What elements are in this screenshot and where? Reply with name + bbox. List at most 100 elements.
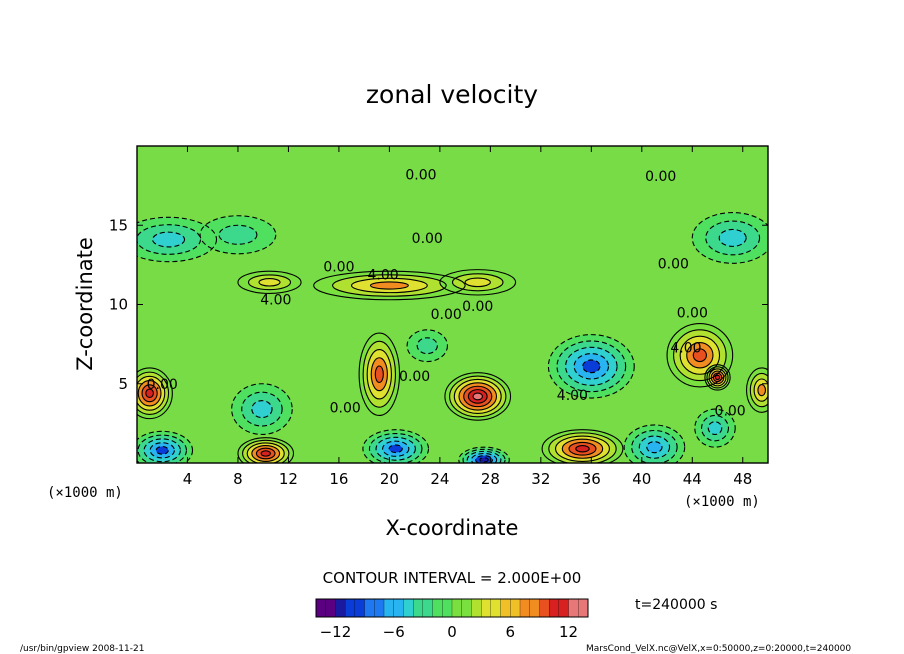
velocity-level [646, 441, 662, 453]
contour-line [582, 359, 601, 374]
contour-line [479, 457, 489, 463]
velocity-feature [439, 269, 516, 295]
colorbar-cell [548, 598, 560, 618]
colorbar-cell [558, 598, 570, 618]
colorbar-cell [529, 598, 540, 618]
velocity-field [137, 212, 768, 463]
contour-line [561, 438, 604, 459]
velocity-feature [407, 329, 448, 362]
colorbar-tick-label: 12 [559, 623, 578, 641]
y-axis-label: Z-coordinate [73, 237, 97, 371]
contour-value-label: 0.00 [405, 168, 436, 184]
x-tick-label: 16 [329, 470, 348, 488]
colorbar-cell [568, 598, 579, 618]
x-axis-label: X-coordinate [386, 516, 519, 540]
contour-line [406, 329, 449, 363]
contour-line [541, 429, 624, 463]
contour-line [137, 380, 162, 407]
x-tick-label: 40 [632, 470, 651, 488]
contour-line [464, 277, 491, 288]
contour-line [686, 341, 714, 369]
contour-line [260, 450, 271, 457]
contour-line [258, 278, 281, 287]
colorbar-cell [451, 598, 463, 618]
y-axis: 5 10 15 [109, 216, 768, 393]
colorbar-frame [315, 598, 589, 618]
velocity-feature [359, 333, 400, 416]
footer-left: /usr/bin/gpview 2008-11-21 [20, 644, 144, 654]
contour-labels: 0.00 0.000.000.000.00 4.004.000.00 0.00 0.00… [147, 168, 746, 420]
velocity-level [219, 225, 257, 245]
colorbar-tick-label: 0 [447, 623, 457, 641]
contour-line [382, 440, 410, 457]
contour-line [575, 445, 590, 453]
contour-line [241, 391, 283, 427]
colorbar-cell [519, 598, 531, 618]
contour-line [237, 270, 302, 294]
x-tick-label: 32 [531, 470, 550, 488]
contour-value-label: 0.00 [431, 307, 462, 323]
colorbar-ticks: −12 −6 0 6 12 [320, 623, 579, 641]
contour-line [451, 273, 504, 292]
contour-value-label: 0.00 [658, 256, 689, 272]
contour-line [251, 445, 281, 462]
contour-line [137, 367, 173, 420]
contour-line [466, 450, 502, 463]
contour-line [137, 430, 194, 463]
velocity-level [375, 365, 384, 383]
velocity-feature [231, 383, 293, 435]
colorbar-cell [412, 598, 424, 618]
contour-line [706, 366, 729, 389]
colorbar-tick-label: −6 [383, 623, 405, 641]
x-tick-label: 8 [233, 470, 243, 488]
velocity-level [465, 278, 491, 287]
colorbar-cell [325, 598, 336, 618]
x-tick-label: 44 [683, 470, 702, 488]
contour-line [350, 277, 428, 294]
contour-line [362, 340, 397, 408]
plot-area: 0.00 0.000.000.000.00 4.004.000.00 0.00 0.00… [136, 145, 769, 464]
contour-line [548, 432, 617, 463]
contour-line [646, 441, 663, 454]
velocity-feature [200, 215, 276, 254]
colorbar-cell [383, 598, 395, 618]
contour-line [705, 220, 761, 256]
contour-line [458, 382, 498, 411]
velocity-feature [313, 271, 466, 300]
x-tick-label: 12 [279, 470, 298, 488]
contour-line [700, 414, 730, 442]
contour-line [149, 442, 175, 459]
velocity-level [479, 457, 489, 462]
contour-line [369, 281, 409, 290]
colorbar-cell [480, 598, 492, 618]
contour-line [718, 228, 747, 247]
velocity-feature [237, 271, 302, 294]
velocity-level [757, 384, 766, 396]
contour-value-label: 4.00 [260, 293, 291, 309]
colorbar-cell [500, 598, 511, 618]
contour-line [568, 441, 597, 456]
contour-line [137, 224, 202, 255]
velocity-level [417, 337, 438, 354]
contour-line [707, 421, 723, 436]
contour-lines [137, 212, 768, 463]
contour-line [374, 365, 384, 384]
velocity-level [370, 281, 409, 290]
contour-line [362, 429, 430, 463]
contour-line [694, 408, 736, 448]
contour-line [704, 364, 731, 391]
contour-line [712, 372, 723, 383]
contour-line [472, 392, 483, 401]
contour-line [152, 231, 186, 248]
colorbar-cell [354, 598, 366, 618]
contour-value-label: 0.00 [147, 377, 178, 393]
y-tick-label: 15 [109, 216, 128, 234]
contour-line [237, 437, 295, 463]
contour-value-label: 0.00 [715, 404, 746, 420]
contour-line [368, 432, 423, 463]
colorbar-cell [374, 598, 385, 618]
contour-line [444, 372, 512, 421]
colorbar-cell [422, 598, 434, 618]
contour-value-label: 0.00 [677, 305, 708, 321]
contour-line [679, 335, 721, 375]
